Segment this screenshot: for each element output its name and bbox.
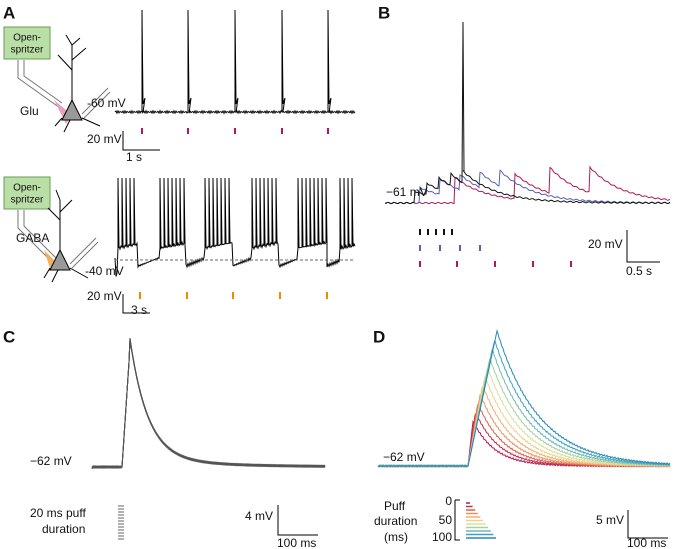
- scale-v: 20 mV: [588, 237, 623, 251]
- trace: [384, 165, 671, 205]
- trace: [91, 337, 326, 469]
- legend-tick: 50: [439, 513, 453, 527]
- scale-t: 100 ms: [277, 536, 316, 549]
- scale-t: 3 s: [131, 303, 147, 317]
- trace: [91, 338, 326, 469]
- device: spritzer: [11, 45, 44, 56]
- note: duration: [42, 522, 85, 536]
- scale-t: 1 s: [126, 150, 142, 164]
- device: Open-: [13, 33, 41, 44]
- legend-title: duration: [374, 514, 417, 528]
- scale-t: 100 ms: [627, 536, 666, 549]
- trace: [384, 21, 671, 205]
- potential: −62 mV: [30, 454, 72, 468]
- panel-label: A: [3, 3, 15, 22]
- trace: [377, 329, 671, 468]
- drawings: [3, 9, 671, 541]
- pipette: [17, 60, 63, 109]
- trace: [91, 338, 326, 469]
- potential: −61 mV: [386, 185, 428, 199]
- trace: [91, 339, 326, 470]
- neuron: [43, 189, 99, 283]
- trace: [91, 339, 326, 470]
- panel-label: B: [378, 3, 390, 22]
- scale-v: 5 mV: [596, 513, 624, 527]
- pipette: [17, 210, 57, 263]
- scale-t: 0.5 s: [626, 264, 652, 278]
- potential: −62 mV: [383, 450, 425, 464]
- potential: -40 mV: [85, 264, 124, 278]
- panel-label: C: [3, 327, 15, 346]
- device-box: [3, 176, 51, 210]
- drug: Glu: [20, 104, 39, 118]
- legend-title: (ms): [384, 530, 408, 544]
- legend-tick: 0: [445, 494, 452, 508]
- note: 20 ms puff: [30, 506, 86, 520]
- trace: [114, 177, 356, 277]
- device: Open-: [13, 183, 41, 194]
- legend-title: Puff: [384, 499, 406, 513]
- device-box: [3, 26, 51, 60]
- panel-label: D: [373, 327, 385, 346]
- drug: GABA: [16, 231, 49, 245]
- trace: [91, 339, 326, 469]
- trace: [377, 339, 671, 468]
- trace: [114, 9, 356, 115]
- scale-v: 20 mV: [87, 132, 122, 146]
- neuron: [54, 34, 111, 133]
- scale-v: 20 mV: [87, 289, 122, 303]
- legend-tick: 100: [432, 530, 452, 544]
- potential: -60 mV: [87, 96, 126, 110]
- device: spritzer: [11, 195, 44, 206]
- scale-v: 4 mV: [245, 509, 273, 523]
